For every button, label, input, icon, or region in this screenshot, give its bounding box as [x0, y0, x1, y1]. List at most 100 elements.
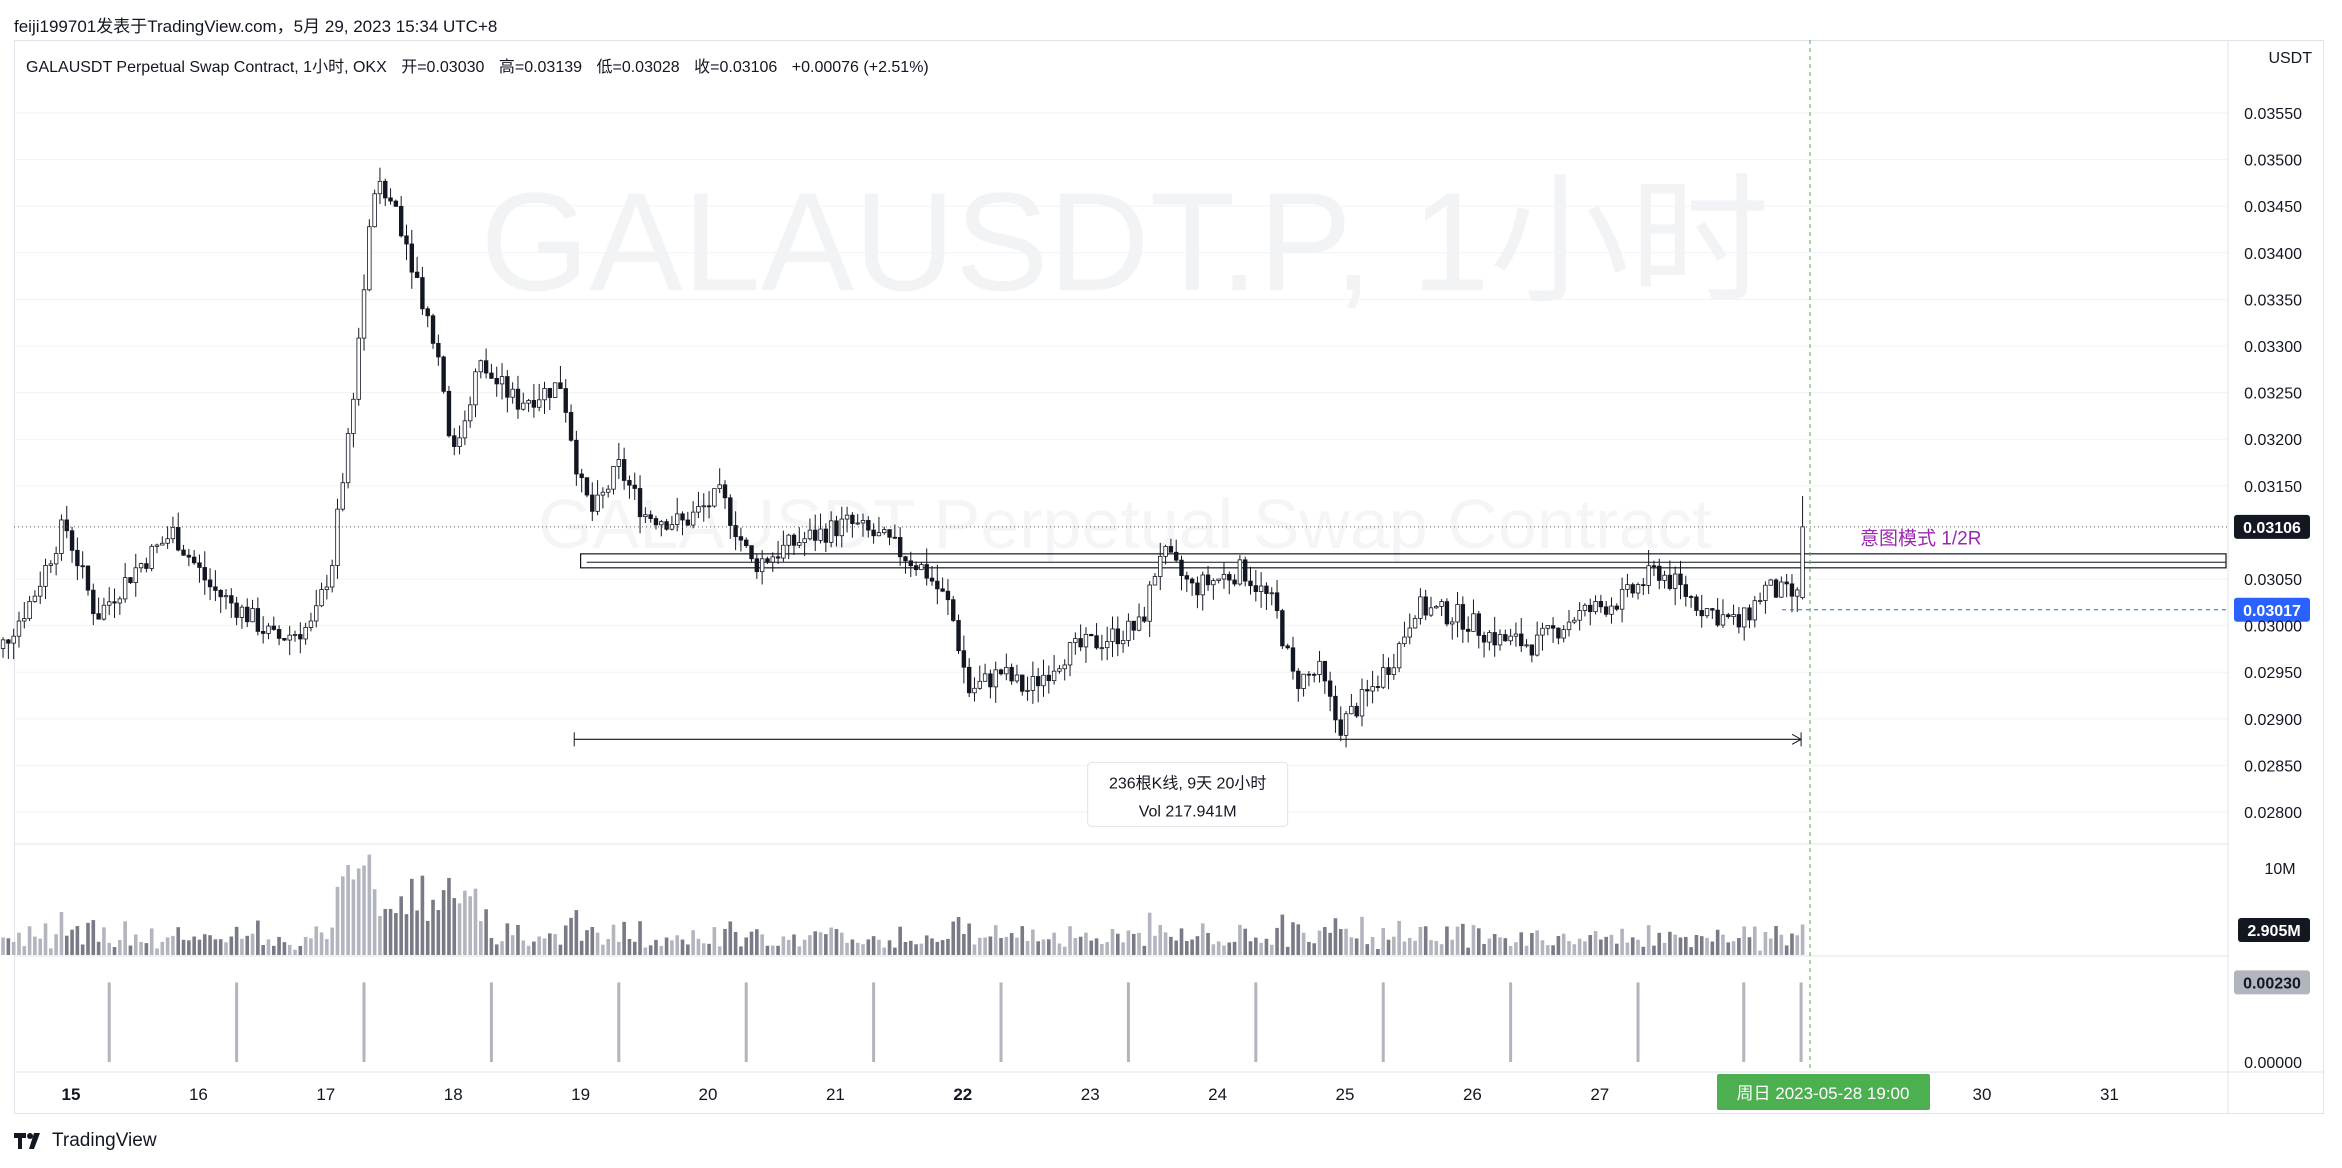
candle-body	[696, 506, 701, 513]
candle-body	[218, 589, 223, 598]
volume-bar	[1073, 938, 1078, 955]
candle-body	[972, 687, 977, 694]
candle-body	[680, 513, 685, 521]
candle-body	[1094, 635, 1099, 649]
volume-bar	[712, 927, 717, 955]
volume-bar	[1418, 926, 1423, 955]
volume-bar	[839, 932, 844, 955]
candle-body	[701, 505, 706, 508]
candle-body	[924, 564, 929, 579]
volume-bar	[611, 924, 616, 955]
candle-body	[1545, 625, 1550, 629]
volume-bar	[229, 936, 234, 955]
volume-bar	[956, 916, 961, 955]
candle-body	[1407, 627, 1412, 638]
candle-body	[117, 598, 123, 604]
horizontal-levels[interactable]: 意图模式 1/2R	[579, 527, 2227, 569]
candle-body	[759, 558, 765, 573]
candle-body	[1173, 551, 1179, 561]
volume-bar	[553, 934, 557, 955]
candle-body	[813, 529, 818, 541]
volume-bar	[340, 876, 345, 955]
candle-body	[1285, 645, 1290, 649]
candle-body	[223, 595, 229, 598]
candle-body	[563, 388, 568, 413]
candle-body	[96, 613, 101, 620]
volume-bar	[1323, 927, 1327, 955]
volume-bar	[1185, 941, 1189, 955]
volume-bar	[59, 912, 64, 955]
candle-body	[388, 197, 393, 202]
price-tick-label: 0.03500	[2244, 153, 2302, 170]
volume-bar	[1153, 935, 1157, 955]
volume-bar	[680, 939, 685, 955]
volume-bar	[643, 947, 648, 955]
candle-body	[706, 505, 712, 508]
candle-body	[483, 360, 489, 374]
time-tick-label: 25	[1336, 1085, 1355, 1104]
candle-body	[441, 356, 446, 392]
price-axis[interactable]: 0.03550 0.03500 0.03450 0.03400 0.03350 0.033…	[14, 106, 2310, 1072]
volume-bar	[1105, 942, 1109, 955]
volume-bar	[574, 910, 579, 955]
candle-body	[547, 388, 553, 398]
volume-bar	[850, 939, 855, 955]
candle-body	[1354, 705, 1359, 717]
volume-bar	[1025, 940, 1030, 955]
volume-bar	[1190, 939, 1194, 955]
volume-bar	[314, 926, 319, 955]
candle-body	[1784, 581, 1789, 585]
volume-bar	[1376, 949, 1380, 955]
candle-body	[1577, 610, 1582, 621]
candle-body	[393, 200, 399, 207]
footer[interactable]: TradingView	[14, 1130, 157, 1152]
candle-body	[43, 565, 48, 587]
volume-bar	[1774, 925, 1778, 955]
volume-bar	[1158, 925, 1163, 955]
volume-bar	[224, 942, 228, 955]
volume-bar	[967, 923, 971, 955]
volume-bar	[1174, 940, 1178, 955]
volume-bar	[218, 939, 223, 955]
volume-bar	[776, 945, 780, 955]
volume-bar	[1678, 937, 1683, 955]
candle-body	[1630, 584, 1635, 594]
price-tick-label: 0.02900	[2244, 712, 2302, 729]
volume-bar	[1737, 938, 1741, 955]
candle-body	[420, 277, 425, 310]
date-range-measure[interactable]: 236根K线, 9天 20小时 Vol 217.941M	[573, 732, 1803, 827]
candle-body	[1142, 616, 1147, 622]
candle-body	[659, 521, 664, 526]
candle-body	[1338, 719, 1343, 736]
candle-body	[1168, 546, 1174, 553]
volume-bar	[563, 925, 568, 955]
volume-bar	[1583, 941, 1587, 955]
candle-body	[606, 488, 611, 493]
candle-body	[685, 519, 691, 526]
volume-bar	[1137, 932, 1141, 955]
price-tick-label: 0.03050	[2244, 572, 2302, 589]
time-axis[interactable]: 15 16 17 18 19 20 21 22 23 24 25 26 27 30 31 周日 2023-05…	[62, 1074, 2119, 1110]
candle-body	[897, 537, 903, 558]
volume-bar	[64, 935, 69, 955]
symbol-legend[interactable]: GALAUSDT Perpetual Swap Contract, 1小时, O…	[26, 53, 939, 77]
candle-body	[542, 388, 547, 401]
candle-body	[1439, 601, 1444, 607]
candle-body	[1418, 596, 1423, 619]
volume-bar	[893, 947, 897, 955]
candle-body	[1561, 629, 1566, 639]
volume-bar	[802, 939, 807, 955]
volume-bar	[330, 927, 334, 955]
volume-bar	[930, 938, 934, 955]
time-tick-label: 19	[571, 1085, 590, 1104]
candle-body	[1524, 644, 1529, 647]
candle-body	[1009, 667, 1014, 682]
volume-bar	[728, 921, 733, 955]
candle-body	[75, 549, 80, 567]
candle-body	[749, 545, 754, 560]
volume-bar	[489, 937, 494, 955]
volume-bar	[1699, 936, 1704, 955]
volume-bar	[1301, 932, 1306, 955]
candle-body	[478, 360, 484, 373]
